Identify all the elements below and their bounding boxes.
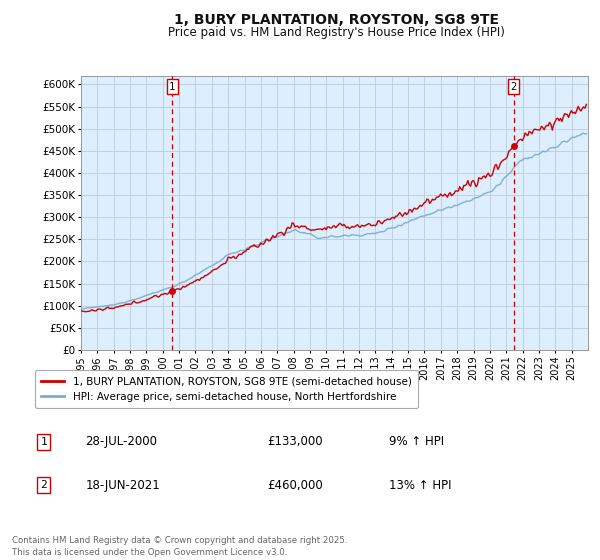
- Text: £460,000: £460,000: [268, 479, 323, 492]
- Text: 18-JUN-2021: 18-JUN-2021: [85, 479, 160, 492]
- Text: 1: 1: [40, 437, 47, 447]
- Text: 13% ↑ HPI: 13% ↑ HPI: [389, 479, 451, 492]
- Text: Price paid vs. HM Land Registry's House Price Index (HPI): Price paid vs. HM Land Registry's House …: [167, 26, 505, 39]
- Text: 2: 2: [511, 82, 517, 92]
- Text: 1: 1: [169, 82, 175, 92]
- Text: Contains HM Land Registry data © Crown copyright and database right 2025.
This d: Contains HM Land Registry data © Crown c…: [12, 536, 347, 557]
- Text: 9% ↑ HPI: 9% ↑ HPI: [389, 435, 444, 449]
- Legend: 1, BURY PLANTATION, ROYSTON, SG8 9TE (semi-detached house), HPI: Average price, : 1, BURY PLANTATION, ROYSTON, SG8 9TE (se…: [35, 370, 418, 408]
- Text: £133,000: £133,000: [268, 435, 323, 449]
- Text: 2: 2: [40, 480, 47, 491]
- Text: 28-JUL-2000: 28-JUL-2000: [85, 435, 157, 449]
- Text: 1, BURY PLANTATION, ROYSTON, SG8 9TE: 1, BURY PLANTATION, ROYSTON, SG8 9TE: [173, 13, 499, 27]
